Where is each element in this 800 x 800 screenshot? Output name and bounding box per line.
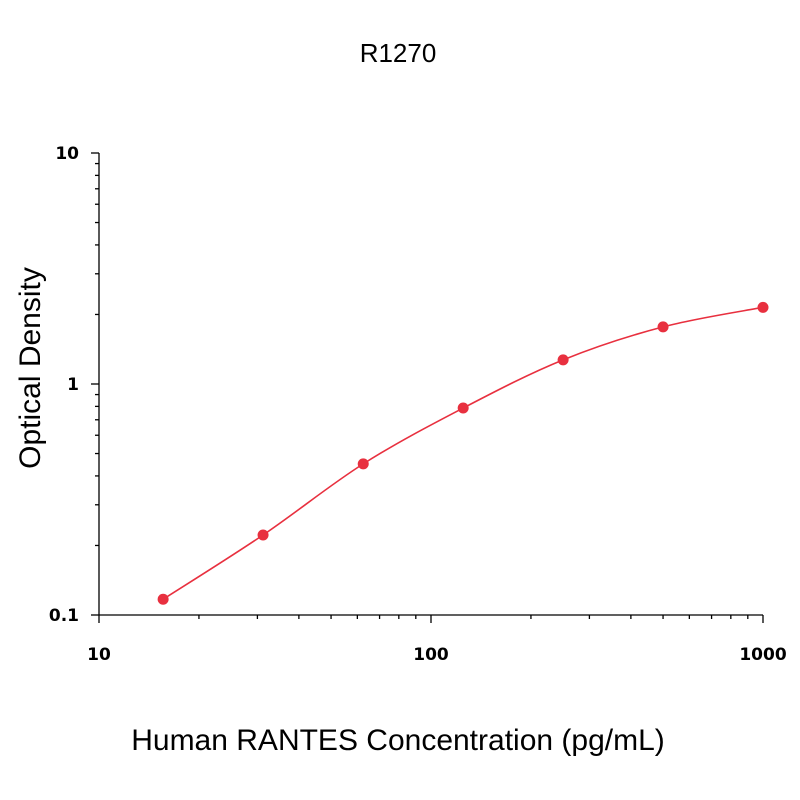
x-tick-label: 10 <box>87 645 111 665</box>
x-tick-label: 1000 <box>739 645 786 665</box>
data-points <box>157 301 769 605</box>
y-axis: 10 1 0.1 <box>49 144 100 626</box>
data-point <box>557 354 569 366</box>
data-point <box>357 458 369 470</box>
y-axis-label: Optical Density <box>14 267 47 469</box>
data-point <box>457 402 469 414</box>
x-tick-label: 100 <box>413 645 449 665</box>
data-point <box>657 321 669 333</box>
y-tick-label: 1 <box>67 375 79 395</box>
chart-title: R1270 <box>360 38 437 68</box>
data-point <box>257 529 269 541</box>
x-axis-label: Human RANTES Concentration (pg/mL) <box>131 724 665 757</box>
fit-curve <box>162 306 764 600</box>
x-axis: 10 100 1000 <box>87 614 787 665</box>
y-tick-label: 0.1 <box>49 606 79 626</box>
y-tick-label: 10 <box>55 144 79 164</box>
data-point <box>157 593 169 605</box>
data-point <box>757 301 769 313</box>
